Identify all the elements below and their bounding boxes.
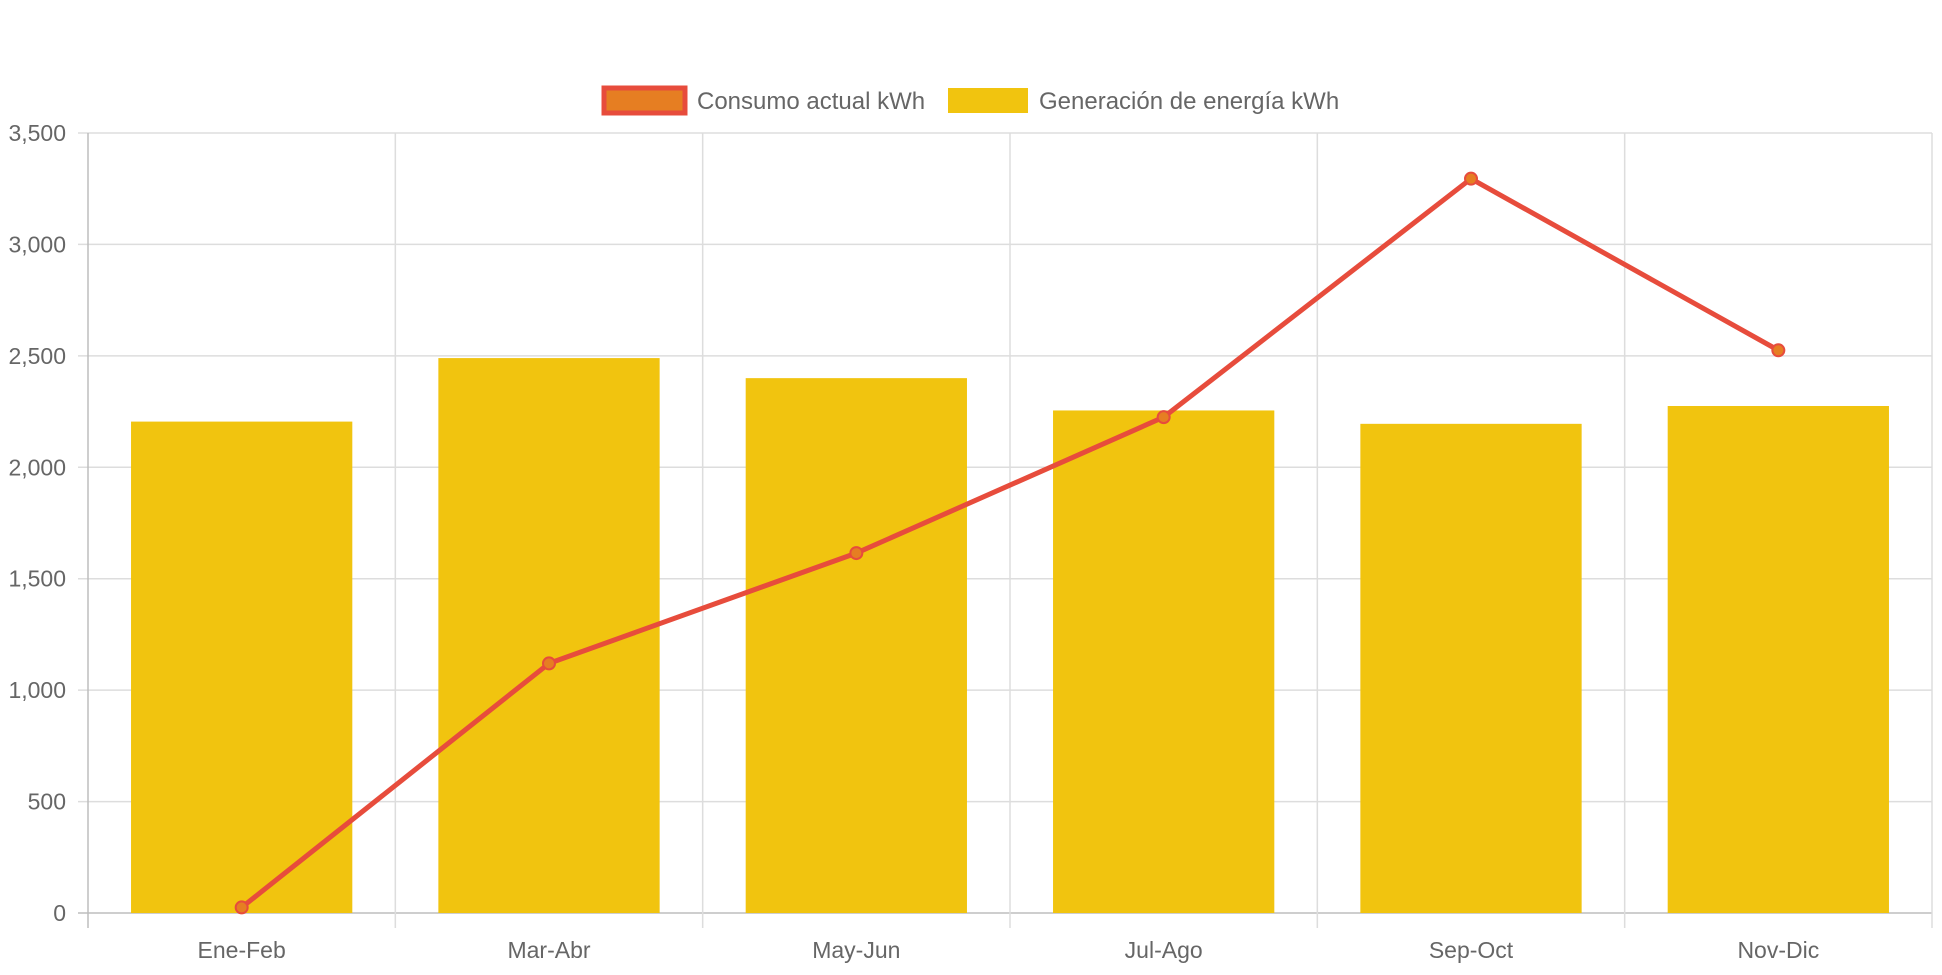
bar-generacion[interactable] bbox=[131, 421, 353, 913]
bar-generacion[interactable] bbox=[1053, 410, 1275, 913]
axes: 0 500 1,000 1,500 2,000 2,500 3,000 3,500 Ene-Fe… bbox=[8, 120, 1819, 963]
x-tick-label: Jul-Ago bbox=[1125, 937, 1203, 963]
line-series-consumo bbox=[234, 171, 1786, 915]
grid-lines bbox=[78, 132, 1933, 928]
bar-generacion[interactable] bbox=[745, 378, 967, 914]
line-consumo-path bbox=[240, 176, 1780, 910]
point-consumo[interactable] bbox=[1771, 343, 1786, 358]
x-tick-label: Nov-Dic bbox=[1737, 937, 1819, 963]
y-tick-label: 1,500 bbox=[8, 566, 66, 592]
y-tick-label: 3,000 bbox=[8, 231, 66, 257]
point-consumo[interactable] bbox=[234, 900, 249, 915]
bar-series-generacion bbox=[131, 358, 1889, 914]
point-consumo[interactable] bbox=[1156, 410, 1171, 425]
legend-swatch-consumo[interactable] bbox=[601, 85, 688, 116]
point-consumo[interactable] bbox=[849, 546, 864, 561]
point-consumo[interactable] bbox=[1464, 171, 1478, 186]
legend-label-generacion[interactable]: Generación de energía kWh bbox=[1039, 88, 1339, 115]
bar-generacion[interactable] bbox=[1360, 423, 1582, 913]
y-tick-label: 0 bbox=[53, 900, 66, 926]
y-tick-label: 500 bbox=[28, 789, 66, 815]
legend-swatch-generacion[interactable] bbox=[948, 88, 1028, 113]
y-tick-label: 2,000 bbox=[8, 454, 66, 480]
y-tick-label: 3,500 bbox=[8, 120, 66, 146]
x-tick-label: May-Jun bbox=[812, 937, 900, 963]
x-tick-label: Sep-Oct bbox=[1429, 937, 1514, 963]
x-tick-label: Ene-Feb bbox=[198, 937, 286, 963]
y-tick-label: 1,000 bbox=[8, 677, 66, 703]
y-tick-label: 2,500 bbox=[8, 343, 66, 369]
legend: Consumo actual kWh Generación de energía… bbox=[601, 85, 1339, 116]
bar-generacion[interactable] bbox=[1667, 406, 1889, 913]
point-consumo[interactable] bbox=[542, 656, 556, 671]
legend-label-consumo[interactable]: Consumo actual kWh bbox=[697, 88, 925, 115]
x-tick-label: Mar-Abr bbox=[507, 937, 590, 963]
